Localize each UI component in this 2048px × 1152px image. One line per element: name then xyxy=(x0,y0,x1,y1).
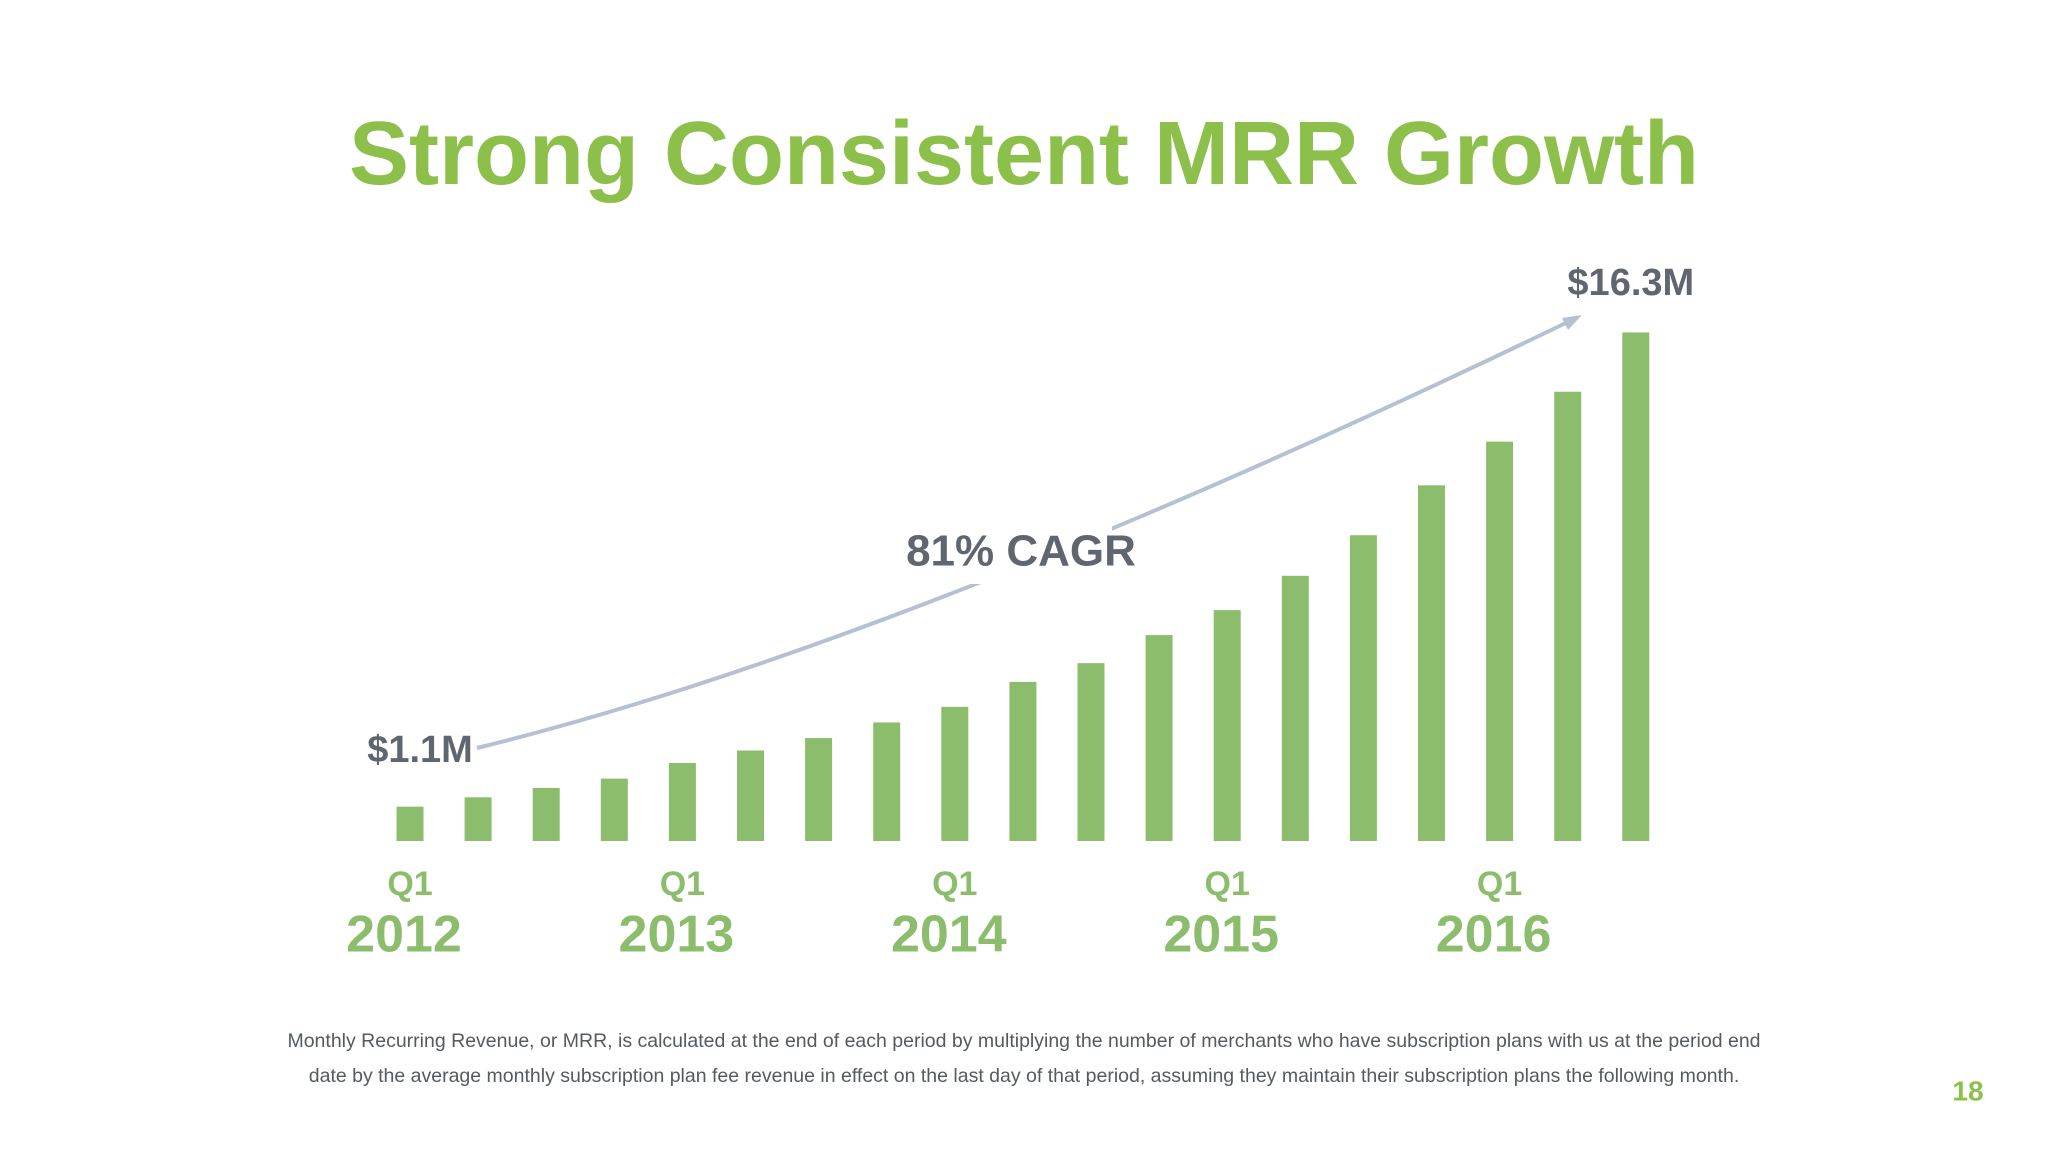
x-tick-quarter: Q1 xyxy=(1477,865,1522,903)
bar xyxy=(1486,441,1514,841)
chart-title: Strong Consistent MRR Growth xyxy=(349,104,1699,204)
cagr-arrow xyxy=(476,318,1573,750)
bar xyxy=(1554,391,1582,841)
bar xyxy=(668,763,696,841)
x-tick-year: 2012 xyxy=(346,906,462,964)
x-tick-year: 2014 xyxy=(891,906,1007,964)
annotation: 81% CAGR xyxy=(906,527,1136,576)
bar xyxy=(737,750,764,841)
annotation-background xyxy=(930,520,1112,584)
bar xyxy=(464,797,492,841)
x-tick-year: 2016 xyxy=(1436,906,1552,964)
x-tick-year: 2015 xyxy=(1163,906,1279,964)
bar xyxy=(941,706,969,841)
bar xyxy=(1213,610,1241,841)
bar xyxy=(1418,485,1445,841)
bar xyxy=(1077,663,1105,841)
page-number: 18 xyxy=(1952,1075,1983,1106)
footnote: date by the average monthly subscription… xyxy=(309,1065,1740,1087)
bar xyxy=(396,806,424,841)
bar xyxy=(1281,575,1309,841)
bar xyxy=(1009,681,1037,841)
bar xyxy=(532,787,560,841)
bar xyxy=(600,778,628,841)
footnote: Monthly Recurring Revenue, or MRR, is ca… xyxy=(287,1030,1760,1052)
bar xyxy=(1349,535,1377,841)
value-label: $16.3M xyxy=(1567,262,1694,304)
x-tick-quarter: Q1 xyxy=(660,865,705,903)
x-tick-quarter: Q1 xyxy=(932,865,977,903)
bar xyxy=(805,738,833,841)
x-tick-quarter: Q1 xyxy=(1205,865,1250,903)
value-label: $1.1M xyxy=(367,729,473,771)
arrow-head xyxy=(1562,315,1582,330)
bar xyxy=(1622,332,1650,841)
x-tick-year: 2013 xyxy=(619,906,735,964)
bar xyxy=(1145,635,1173,841)
x-tick-quarter: Q1 xyxy=(387,865,432,903)
bar xyxy=(873,722,901,841)
